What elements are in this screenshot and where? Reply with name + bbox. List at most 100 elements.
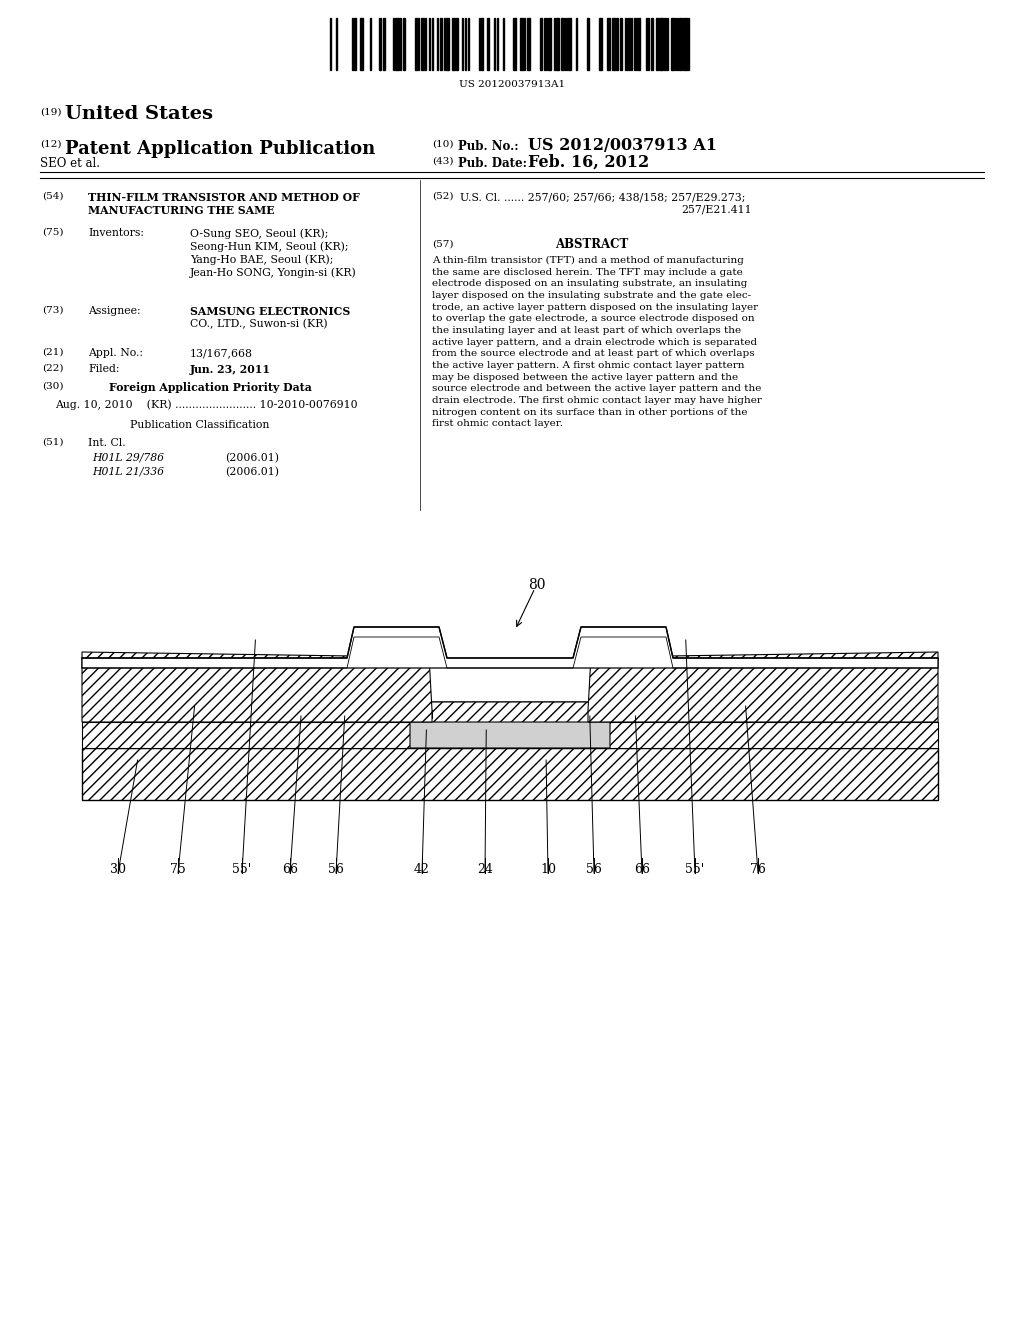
Text: Filed:: Filed: (88, 364, 120, 374)
Bar (424, 18, 426, 70)
Polygon shape (583, 628, 938, 722)
Text: H01L 29/786: H01L 29/786 (92, 453, 164, 463)
Text: 66: 66 (634, 863, 650, 876)
Bar (616, 18, 618, 70)
Text: (52): (52) (432, 191, 454, 201)
Text: 55': 55' (232, 863, 252, 876)
Text: Assignee:: Assignee: (88, 306, 140, 315)
Bar (403, 18, 406, 70)
Bar (612, 18, 615, 70)
Text: 42: 42 (414, 863, 430, 876)
Text: 56: 56 (328, 863, 344, 876)
Text: MANUFACTURING THE SAME: MANUFACTURING THE SAME (88, 205, 274, 216)
Text: (75): (75) (42, 228, 63, 238)
Text: United States: United States (65, 106, 213, 123)
Polygon shape (588, 710, 653, 718)
Polygon shape (410, 702, 610, 748)
Polygon shape (82, 722, 938, 748)
Text: ABSTRACT: ABSTRACT (555, 238, 629, 251)
Text: H01L 21/336: H01L 21/336 (92, 467, 164, 477)
Bar (446, 18, 449, 70)
Text: Seong-Hun KIM, Seoul (KR);: Seong-Hun KIM, Seoul (KR); (190, 242, 348, 252)
Bar (620, 18, 622, 70)
Text: (57): (57) (432, 240, 454, 249)
Text: Int. Cl.: Int. Cl. (88, 438, 126, 447)
Text: (30): (30) (42, 381, 63, 391)
Text: 10: 10 (540, 863, 556, 876)
Polygon shape (82, 628, 437, 722)
Text: 66: 66 (282, 863, 298, 876)
Bar (487, 18, 489, 70)
Polygon shape (82, 627, 938, 668)
Polygon shape (82, 748, 938, 800)
Bar (671, 18, 674, 70)
Bar (354, 18, 356, 70)
Text: Aug. 10, 2010    (KR) ........................ 10-2010-0076910: Aug. 10, 2010 (KR) .....................… (55, 399, 357, 409)
Text: A thin-film transistor (TFT) and a method of manufacturing
the same are disclose: A thin-film transistor (TFT) and a metho… (432, 256, 762, 429)
Text: Jun. 23, 2011: Jun. 23, 2011 (190, 364, 271, 375)
Bar (664, 18, 666, 70)
Bar (415, 18, 417, 70)
Text: Pub. Date:: Pub. Date: (458, 157, 527, 170)
Bar (383, 18, 385, 70)
Text: Jean-Ho SONG, Yongin-si (KR): Jean-Ho SONG, Yongin-si (KR) (190, 267, 356, 277)
Bar (684, 18, 687, 70)
Bar (587, 18, 589, 70)
Text: Appl. No.:: Appl. No.: (88, 348, 143, 358)
Text: 30: 30 (110, 863, 126, 876)
Text: (73): (73) (42, 306, 63, 315)
Text: (22): (22) (42, 364, 63, 374)
Text: 56: 56 (586, 863, 602, 876)
Bar (395, 18, 399, 70)
Text: U.S. Cl. ...... 257/60; 257/66; 438/158; 257/E29.273;: U.S. Cl. ...... 257/60; 257/66; 438/158;… (460, 191, 745, 202)
Text: O-Sung SEO, Seoul (KR);: O-Sung SEO, Seoul (KR); (190, 228, 329, 239)
Text: Inventors:: Inventors: (88, 228, 144, 238)
Text: (43): (43) (432, 157, 454, 166)
Bar (651, 18, 653, 70)
Text: 24: 24 (477, 863, 493, 876)
Text: (10): (10) (432, 140, 454, 149)
Bar (456, 18, 458, 70)
Text: CO., LTD., Suwon-si (KR): CO., LTD., Suwon-si (KR) (190, 319, 328, 330)
Polygon shape (367, 710, 432, 718)
Text: (2006.01): (2006.01) (225, 453, 279, 463)
Bar (656, 18, 658, 70)
Polygon shape (367, 702, 653, 722)
Text: (12): (12) (40, 140, 61, 149)
Text: 13/167,668: 13/167,668 (190, 348, 253, 358)
Text: (54): (54) (42, 191, 63, 201)
Bar (513, 18, 516, 70)
Text: US 20120037913A1: US 20120037913A1 (459, 81, 565, 88)
Bar (607, 18, 610, 70)
Text: US 2012/0037913 A1: US 2012/0037913 A1 (528, 137, 717, 154)
Text: SAMSUNG ELECTRONICS: SAMSUNG ELECTRONICS (190, 306, 350, 317)
Bar (360, 18, 362, 70)
Bar (561, 18, 563, 70)
Text: (2006.01): (2006.01) (225, 467, 279, 478)
Text: (19): (19) (40, 108, 61, 117)
Bar (440, 18, 442, 70)
Text: Foreign Application Priority Data: Foreign Application Priority Data (109, 381, 311, 393)
Bar (481, 18, 483, 70)
Text: Pub. No.:: Pub. No.: (458, 140, 518, 153)
Bar (556, 18, 559, 70)
Bar (452, 18, 455, 70)
Text: 257/E21.411: 257/E21.411 (681, 205, 752, 214)
Bar (520, 18, 523, 70)
Bar (568, 18, 571, 70)
Bar (599, 18, 602, 70)
Text: (21): (21) (42, 348, 63, 356)
Text: SEO et al.: SEO et al. (40, 157, 100, 170)
Text: 76: 76 (750, 863, 766, 876)
Bar (527, 18, 530, 70)
Text: (51): (51) (42, 438, 63, 447)
Bar (659, 18, 663, 70)
Bar (679, 18, 681, 70)
Bar (638, 18, 640, 70)
Text: 75: 75 (170, 863, 186, 876)
Bar (379, 18, 381, 70)
Text: THIN-FILM TRANSISTOR AND METHOD OF: THIN-FILM TRANSISTOR AND METHOD OF (88, 191, 359, 203)
Text: 80: 80 (528, 578, 546, 591)
Text: Publication Classification: Publication Classification (130, 420, 269, 430)
Text: Yang-Ho BAE, Seoul (KR);: Yang-Ho BAE, Seoul (KR); (190, 253, 334, 264)
